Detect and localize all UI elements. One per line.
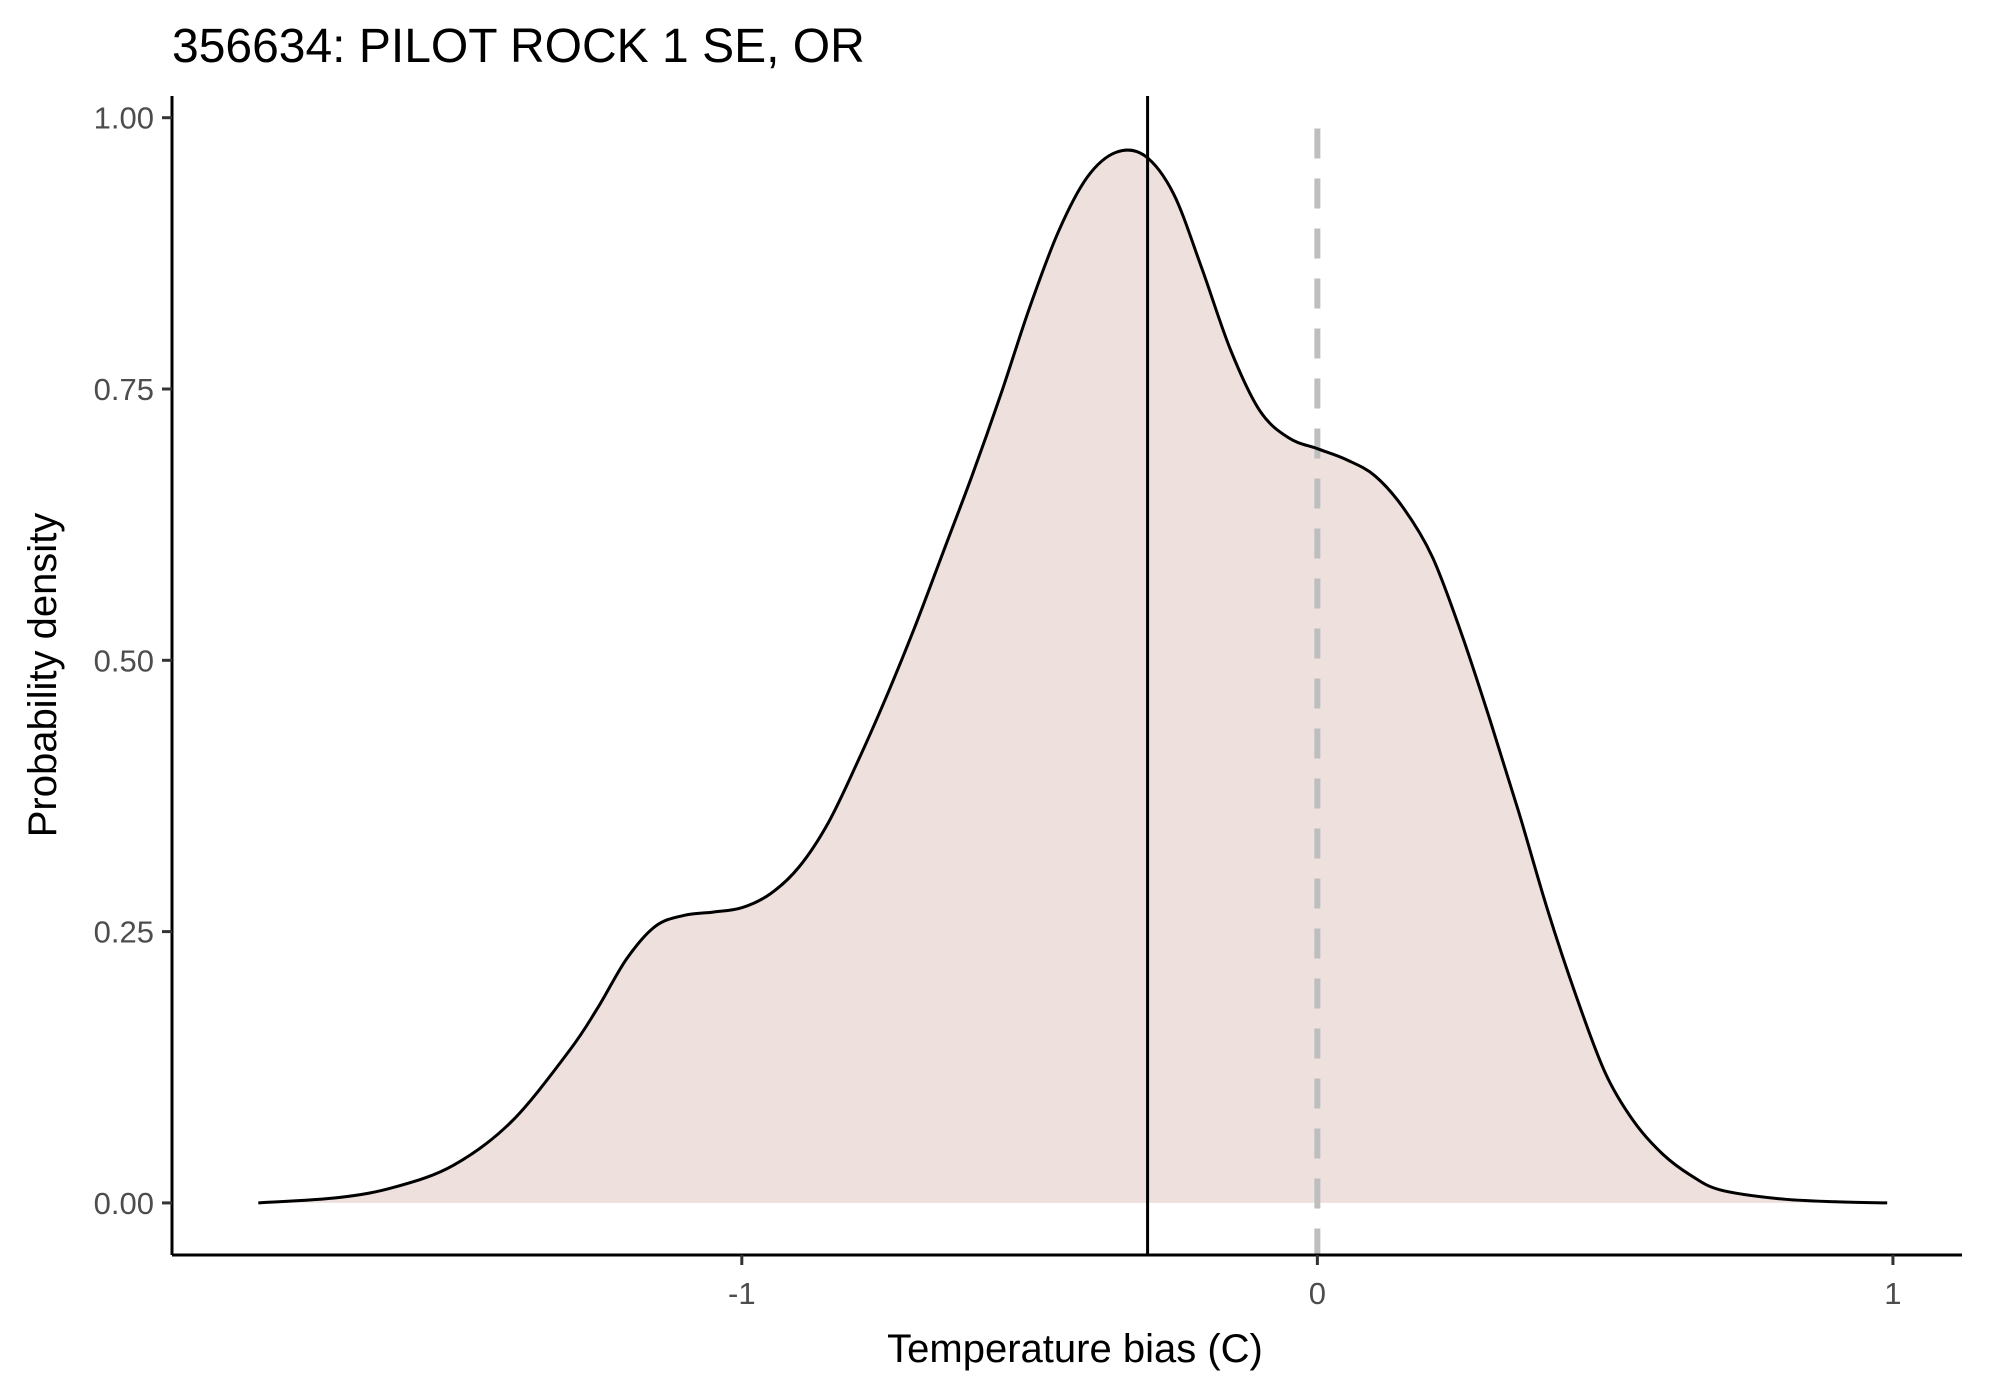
y-tick-label: 0.75 <box>94 372 154 407</box>
y-tick-label: 0.50 <box>94 643 154 678</box>
y-axis: 0.00 0.25 0.50 0.75 1.00 <box>94 96 174 1255</box>
density-curve <box>258 148 1888 1205</box>
plot-area <box>258 96 1888 1255</box>
y-tick-label: 0.00 <box>94 1186 154 1221</box>
y-tick-label: 1.00 <box>94 101 154 136</box>
x-axis-label: Temperature bias (C) <box>887 1327 1263 1371</box>
x-tick-label: 1 <box>1884 1276 1901 1311</box>
x-tick-label: 0 <box>1309 1276 1326 1311</box>
y-axis-label: Probability density <box>21 513 65 838</box>
y-tick-label: 0.25 <box>94 915 154 950</box>
density-area <box>258 150 1888 1203</box>
x-tick-label: -1 <box>728 1276 756 1311</box>
chart-title: 356634: PILOT ROCK 1 SE, OR <box>172 20 865 73</box>
x-axis: -1 0 1 <box>172 1253 1962 1311</box>
